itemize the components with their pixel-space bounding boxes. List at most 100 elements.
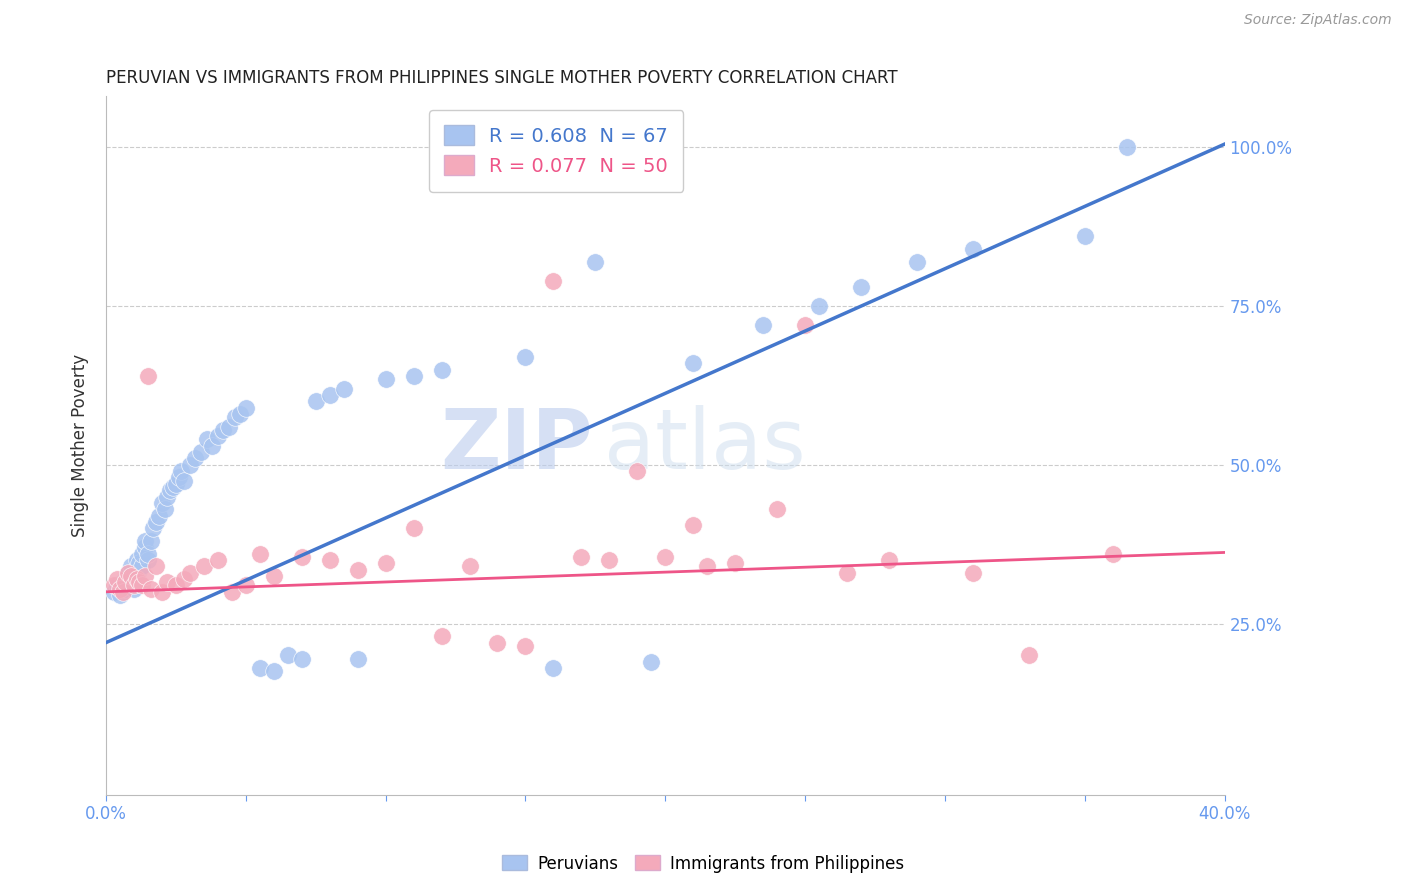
Point <box>374 556 396 570</box>
Point <box>305 394 328 409</box>
Point <box>173 572 195 586</box>
Point <box>249 661 271 675</box>
Point <box>249 547 271 561</box>
Point <box>221 584 243 599</box>
Point <box>794 318 817 332</box>
Point <box>156 575 179 590</box>
Text: Source: ZipAtlas.com: Source: ZipAtlas.com <box>1244 13 1392 28</box>
Point <box>165 578 187 592</box>
Point <box>145 515 167 529</box>
Point <box>402 368 425 383</box>
Point <box>173 474 195 488</box>
Point <box>136 368 159 383</box>
Point <box>543 661 565 675</box>
Point <box>148 508 170 523</box>
Point <box>105 572 128 586</box>
Point <box>682 356 704 370</box>
Point <box>962 566 984 580</box>
Point <box>808 299 831 313</box>
Point <box>128 563 150 577</box>
Text: ZIP: ZIP <box>440 405 592 486</box>
Point <box>318 553 340 567</box>
Point <box>515 350 537 364</box>
Point <box>224 410 246 425</box>
Point <box>837 566 859 580</box>
Point <box>179 458 201 472</box>
Point <box>122 569 145 583</box>
Point <box>263 569 285 583</box>
Point <box>598 553 620 567</box>
Point <box>1074 229 1097 244</box>
Point <box>131 559 153 574</box>
Point <box>195 433 218 447</box>
Point <box>114 575 136 590</box>
Point <box>235 578 257 592</box>
Point <box>167 470 190 484</box>
Point <box>877 553 900 567</box>
Text: PERUVIAN VS IMMIGRANTS FROM PHILIPPINES SINGLE MOTHER POVERTY CORRELATION CHART: PERUVIAN VS IMMIGRANTS FROM PHILIPPINES … <box>105 69 897 87</box>
Point <box>332 382 354 396</box>
Point <box>120 559 142 574</box>
Point <box>111 584 134 599</box>
Point <box>291 651 314 665</box>
Point <box>156 490 179 504</box>
Point <box>134 534 156 549</box>
Point <box>105 578 128 592</box>
Point <box>207 553 229 567</box>
Point <box>170 464 193 478</box>
Point <box>165 476 187 491</box>
Point <box>543 274 565 288</box>
Point <box>134 569 156 583</box>
Point <box>696 559 718 574</box>
Point <box>139 534 162 549</box>
Point <box>120 569 142 583</box>
Point <box>150 584 173 599</box>
Point <box>430 629 453 643</box>
Point <box>111 575 134 590</box>
Point <box>103 584 125 599</box>
Point <box>125 572 148 586</box>
Point <box>103 578 125 592</box>
Point <box>131 547 153 561</box>
Point <box>207 429 229 443</box>
Point <box>136 547 159 561</box>
Y-axis label: Single Mother Poverty: Single Mother Poverty <box>72 354 89 537</box>
Point <box>346 651 368 665</box>
Text: atlas: atlas <box>603 405 806 486</box>
Point <box>212 423 235 437</box>
Point <box>117 566 139 580</box>
Legend: Peruvians, Immigrants from Philippines: Peruvians, Immigrants from Philippines <box>495 848 911 880</box>
Point <box>201 439 224 453</box>
Point <box>117 566 139 580</box>
Point <box>122 582 145 596</box>
Point <box>229 407 252 421</box>
Point <box>218 419 240 434</box>
Point <box>752 318 775 332</box>
Point <box>724 556 747 570</box>
Point <box>277 648 299 663</box>
Point <box>905 254 928 268</box>
Point <box>184 451 207 466</box>
Point <box>128 556 150 570</box>
Point <box>114 582 136 596</box>
Point <box>145 559 167 574</box>
Point <box>142 521 165 535</box>
Point <box>131 578 153 592</box>
Point <box>235 401 257 415</box>
Point <box>291 549 314 564</box>
Point <box>346 563 368 577</box>
Point <box>122 578 145 592</box>
Point <box>1115 140 1137 154</box>
Point <box>125 566 148 580</box>
Point <box>682 518 704 533</box>
Point <box>458 559 481 574</box>
Point <box>108 582 131 596</box>
Point <box>179 566 201 580</box>
Point <box>153 502 176 516</box>
Point <box>190 445 212 459</box>
Legend: R = 0.608  N = 67, R = 0.077  N = 50: R = 0.608 N = 67, R = 0.077 N = 50 <box>429 110 683 192</box>
Point <box>263 664 285 678</box>
Point <box>162 480 184 494</box>
Point <box>626 464 648 478</box>
Point <box>515 639 537 653</box>
